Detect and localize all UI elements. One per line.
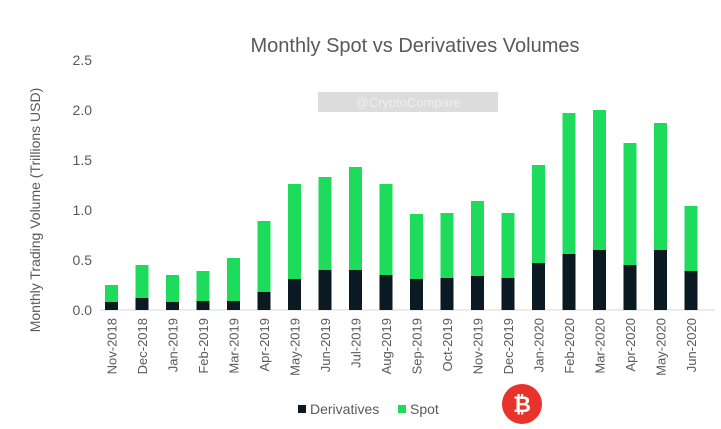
- bar-derivatives: [227, 301, 240, 310]
- bar-derivatives: [196, 301, 210, 310]
- bar-spot: [623, 143, 637, 265]
- bar-derivatives: [135, 298, 149, 310]
- bar-spot: [257, 221, 271, 292]
- legend-label: Derivatives: [310, 401, 379, 417]
- y-tick-label: 0.5: [73, 252, 93, 268]
- watermark-text: @CryptoCompare: [356, 95, 461, 110]
- legend-label: Spot: [410, 401, 439, 417]
- x-tick-label: Feb-2020: [562, 318, 577, 374]
- bar-spot: [135, 265, 149, 298]
- bar-spot: [318, 177, 332, 270]
- y-tick-label: 2.0: [73, 102, 93, 118]
- x-tick-label: Jun-2020: [684, 318, 699, 372]
- x-tick-label: Oct-2019: [440, 318, 455, 371]
- bar-derivatives: [166, 302, 179, 310]
- bar-spot: [532, 165, 545, 263]
- x-tick-label: Dec-2019: [501, 318, 516, 374]
- bar-spot: [166, 275, 179, 302]
- bar-spot: [471, 201, 484, 276]
- watermark-box: [318, 92, 498, 112]
- x-tick-label: Mar-2019: [227, 318, 242, 374]
- bar-spot: [654, 123, 667, 250]
- svg-text:₿: ₿: [513, 392, 531, 417]
- y-tick-label: 1.5: [73, 152, 93, 168]
- y-axis-label: Monthly Trading Volume (Trillions USD): [27, 88, 43, 333]
- y-tick-label: 0.0: [73, 302, 93, 318]
- bar-derivatives: [257, 292, 271, 310]
- bar-spot: [196, 271, 210, 301]
- bar-spot: [501, 213, 515, 278]
- bar-spot: [593, 110, 606, 250]
- bar-derivatives: [318, 270, 332, 310]
- y-tick-label: 1.0: [73, 202, 93, 218]
- bar-spot: [105, 285, 118, 302]
- bar-derivatives: [532, 263, 545, 310]
- legend-swatch: [398, 405, 406, 413]
- bar-derivatives: [471, 276, 484, 310]
- bar-derivatives: [654, 250, 667, 310]
- bar-derivatives: [105, 302, 118, 310]
- chart-title: Monthly Spot vs Derivatives Volumes: [250, 35, 579, 57]
- bar-derivatives: [593, 250, 606, 310]
- x-tick-label: Nov-2018: [105, 318, 120, 374]
- x-tick-label: Aug-2019: [379, 318, 394, 374]
- x-tick-label: May-2019: [288, 318, 303, 376]
- bar-spot: [288, 184, 301, 279]
- x-tick-label: Nov-2019: [471, 318, 486, 374]
- x-tick-label: May-2020: [654, 318, 669, 376]
- bar-spot: [379, 184, 393, 275]
- bar-derivatives: [349, 270, 362, 310]
- y-tick-label: 2.5: [73, 52, 93, 68]
- legend-swatch: [298, 405, 306, 413]
- bar-spot: [684, 206, 698, 271]
- x-tick-label: Apr-2019: [257, 318, 272, 371]
- x-tick-label: Apr-2020: [623, 318, 638, 371]
- x-tick-label: Sep-2019: [410, 318, 425, 374]
- x-tick-label: Jun-2019: [318, 318, 333, 372]
- bitcoin-logo: ₿: [502, 384, 542, 424]
- bar-derivatives: [410, 279, 423, 310]
- bar-derivatives: [288, 279, 301, 310]
- x-tick-label: Dec-2018: [135, 318, 150, 374]
- x-tick-label: Jul-2019: [349, 318, 364, 368]
- bar-derivatives: [623, 265, 637, 310]
- x-tick-label: Jan-2020: [532, 318, 547, 372]
- bar-derivatives: [440, 278, 454, 310]
- bar-derivatives: [501, 278, 515, 310]
- x-tick-label: Jan-2019: [166, 318, 181, 372]
- bar-spot: [562, 113, 576, 254]
- bar-spot: [349, 167, 362, 270]
- x-tick-label: Mar-2020: [593, 318, 608, 374]
- bar-spot: [227, 258, 240, 301]
- x-tick-label: Feb-2019: [196, 318, 211, 374]
- bar-spot: [410, 214, 423, 279]
- bar-spot: [440, 213, 454, 278]
- bar-derivatives: [684, 271, 698, 310]
- bar-derivatives: [379, 275, 393, 310]
- bar-derivatives: [562, 254, 576, 310]
